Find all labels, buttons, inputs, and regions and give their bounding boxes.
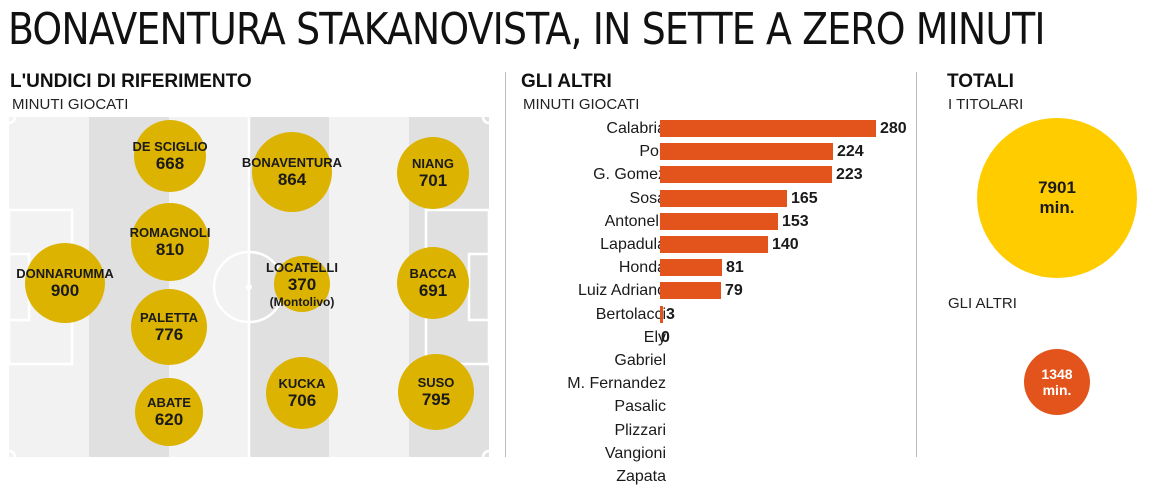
bar [660, 166, 832, 184]
player-romagnoli: ROMAGNOLI 810 [129, 203, 211, 281]
player-name: DE SCIGLIO [132, 138, 208, 154]
bar-value: 140 [772, 236, 799, 253]
bar-label: Gabriel [614, 352, 666, 369]
player-locatelli: LOCATELLI 370 (Montolivo) [266, 256, 338, 312]
bar-value: 224 [837, 143, 864, 161]
section-divider [505, 72, 506, 457]
bar-label: Zapata [616, 468, 666, 485]
bar-label: Sosa [629, 189, 666, 207]
starters-total-value: 7901 [1038, 178, 1076, 197]
bar-value: 223 [836, 166, 863, 184]
bar-value: 153 [782, 212, 809, 230]
player-de-sciglio: DE SCIGLIO 668 [132, 120, 208, 192]
starters-label: I TITOLARI [948, 96, 1024, 113]
bar-label: G. Gomez [593, 166, 666, 184]
others-bar-chart: Calabria 280 Poli 224 G. Gomez 223 Sosa 165 Anto… [520, 118, 930, 485]
bar-label: Pasalic [614, 398, 666, 416]
bar-label: Ely [643, 328, 666, 346]
section-divider [916, 72, 917, 457]
football-pitch: DONNARUMMA 900 DE SCIGLIO 668 ROMAGNOLI … [9, 117, 489, 457]
bar-value: 79 [725, 282, 743, 300]
player-minutes: 668 [155, 153, 185, 173]
bar [660, 212, 778, 230]
player-niang: NIANG 701 [397, 137, 469, 209]
player-name: SUSO [417, 374, 455, 390]
player-kucka: KUCKA 706 [266, 357, 338, 429]
bar-label: Antonelli [604, 212, 666, 230]
player-minutes: 701 [418, 170, 448, 190]
player-name: BONAVENTURA [241, 154, 343, 170]
starters-total-circle: 7901 min. [977, 118, 1137, 278]
player-name: ABATE [147, 394, 191, 410]
page-title: BONAVENTURA STAKANOVISTA, IN SETTE A ZER… [8, 4, 1046, 55]
player-name: LOCATELLI [266, 259, 338, 275]
bar [660, 236, 768, 253]
others-total-unit: min. [1042, 382, 1072, 398]
player-suso: SUSO 795 [398, 354, 474, 430]
player-bonaventura: BONAVENTURA 864 [242, 132, 342, 212]
player-minutes: 900 [50, 280, 80, 300]
player-name: PALETTA [139, 309, 198, 325]
others-heading: GLI ALTRI [521, 71, 612, 92]
bar-label: Bertolacci [595, 305, 666, 323]
lineup-subheading: MINUTI GIOCATI [12, 96, 129, 113]
player-minutes: 620 [154, 409, 184, 429]
lineup-heading: L'UNDICI DI RIFERIMENTO [10, 71, 252, 92]
player-name: DONNARUMMA [16, 265, 114, 281]
player-minutes: 810 [155, 239, 185, 259]
player-bacca: BACCA 691 [397, 247, 469, 319]
player-name: BACCA [409, 265, 457, 281]
bar [660, 305, 663, 323]
bar-value: 3 [666, 305, 675, 323]
others-total-circle: 1348 min. [1024, 349, 1090, 415]
bar-value: 280 [880, 120, 907, 137]
bar-label: Plizzari [614, 421, 666, 439]
player-abate: ABATE 620 [135, 378, 203, 446]
player-name: KUCKA [278, 375, 326, 391]
totals-heading: TOTALI [947, 71, 1014, 92]
bar-value: 165 [791, 189, 818, 207]
starters-total-unit: min. [1039, 198, 1075, 217]
player-paletta: PALETTA 776 [131, 289, 207, 365]
bar [660, 120, 876, 137]
bar-value: 81 [726, 259, 744, 277]
bar [660, 143, 833, 161]
others-subheading: MINUTI GIOCATI [523, 96, 640, 113]
player-name: ROMAGNOLI [129, 224, 211, 240]
bar-label: Honda [618, 259, 666, 277]
player-note: (Montolivo) [269, 294, 335, 309]
bar-label: Lapadula [600, 236, 666, 253]
bar-label: Calabria [606, 120, 666, 137]
player-name: NIANG [412, 155, 454, 171]
bar-value: 0 [661, 328, 670, 346]
player-donnarumma: DONNARUMMA 900 [16, 243, 114, 323]
bar-label: M. Fernandez [567, 375, 666, 393]
bar [660, 259, 722, 277]
player-minutes: 776 [154, 324, 184, 344]
player-minutes: 370 [287, 274, 317, 294]
player-minutes: 795 [421, 389, 451, 409]
bar [660, 282, 721, 300]
others-total-value: 1348 [1041, 366, 1073, 382]
player-minutes: 864 [277, 169, 307, 189]
player-minutes: 691 [418, 280, 448, 300]
bar-label: Poli [639, 143, 666, 161]
bar-label: Vangioni [604, 444, 666, 462]
bar [660, 189, 787, 207]
others-total-label: GLI ALTRI [948, 295, 1017, 312]
bar-label: Luiz Adriano [577, 282, 666, 300]
player-minutes: 706 [287, 390, 317, 410]
